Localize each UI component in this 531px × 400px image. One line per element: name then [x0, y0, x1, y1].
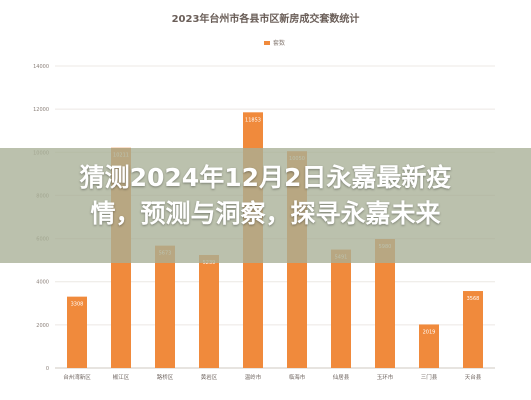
- data-label: 11853: [245, 117, 261, 123]
- bar: [155, 245, 175, 368]
- bar: [199, 254, 219, 368]
- headline-line-1: 猜测2024年12月2日永嘉最新疫: [79, 163, 452, 192]
- bar: [375, 239, 395, 368]
- x-tick-label: 天台县: [465, 373, 482, 381]
- x-tick-label: 玉环市: [377, 373, 394, 381]
- y-tick-label: 4000: [36, 280, 49, 286]
- x-tick-label: 三门县: [421, 373, 438, 381]
- x-tick-label: 椒江区: [113, 373, 130, 381]
- bar: [419, 324, 439, 368]
- legend-label: 套数: [273, 40, 286, 47]
- headline-banner: [0, 148, 531, 263]
- legend-swatch: [264, 40, 270, 45]
- headline-line-2: 情，预测与洞察，探寻永嘉未来: [90, 199, 441, 228]
- y-tick-label: 12000: [33, 107, 49, 113]
- headline-text: 猜测2024年12月2日永嘉最新疫 情，预测与洞察，探寻永嘉未来: [0, 160, 531, 232]
- chart-legend: 套数: [264, 38, 285, 47]
- data-label: 3568: [467, 296, 480, 302]
- chart-title: 2023年台州市各县市区新房成交套数统计: [171, 14, 360, 25]
- y-tick-label: 14000: [33, 64, 49, 70]
- data-label: 3308: [71, 302, 84, 308]
- bar: [463, 291, 483, 368]
- x-tick-label: 路桥区: [157, 373, 174, 381]
- y-tick-label: 2000: [36, 323, 49, 329]
- bar: [67, 296, 87, 368]
- data-label: 2019: [423, 329, 436, 335]
- x-tick-label: 黄岩区: [201, 373, 218, 381]
- bar: [331, 249, 351, 368]
- x-tick-label: 临海市: [289, 373, 306, 381]
- y-tick-label: 0: [46, 366, 49, 372]
- x-tick-label: 仙居县: [333, 373, 350, 381]
- x-tick-label: 温岭市: [245, 373, 262, 381]
- x-tick-label: 台州湾新区: [63, 373, 91, 381]
